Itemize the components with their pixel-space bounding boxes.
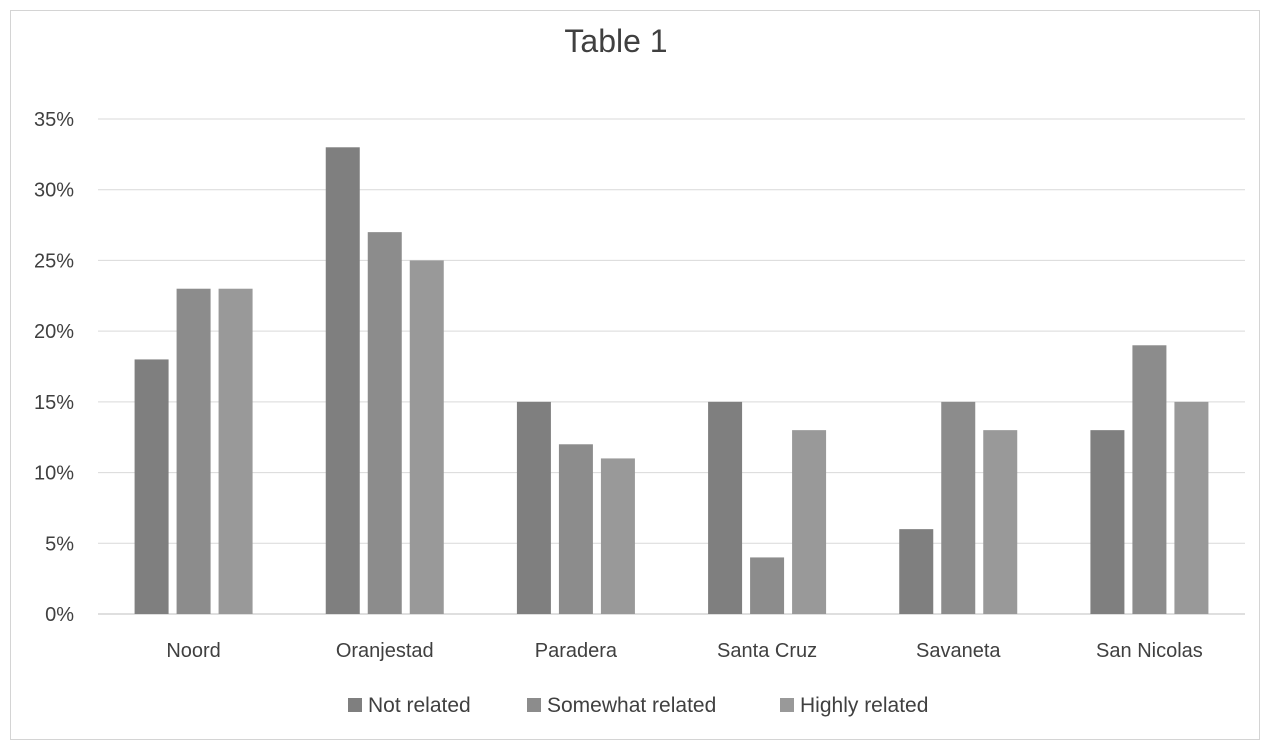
legend-label: Somewhat related [547, 694, 716, 717]
chart-title: Table 1 [564, 23, 667, 59]
legend-swatch [348, 698, 362, 712]
legend-swatch [527, 698, 541, 712]
y-tick-label: 20% [34, 321, 74, 343]
bar-oranjestad-highly-related [409, 260, 444, 614]
x-tick-label: Paradera [535, 640, 618, 662]
bar-noord-somewhat-related [176, 288, 211, 614]
x-tick-label: Oranjestad [336, 640, 434, 662]
y-tick-label: 35% [34, 109, 74, 131]
y-tick-label: 0% [45, 604, 74, 626]
bar-santa-cruz-highly-related [792, 430, 827, 614]
bar-savaneta-somewhat-related [941, 401, 976, 614]
bar-oranjestad-somewhat-related [367, 232, 402, 614]
legend-label: Not related [368, 694, 471, 717]
bar-paradera-not-related [516, 401, 551, 614]
gridlines [98, 118, 1245, 615]
y-axis-ticks: 0% 5% 10% 15% 20% 25% 30% 35% [34, 109, 74, 626]
chart-frame [10, 10, 1260, 740]
bar-santa-cruz-somewhat-related [750, 557, 785, 614]
bar-savaneta-not-related [899, 529, 934, 614]
bar-paradera-somewhat-related [558, 444, 593, 614]
bar-san-nicolas-not-related [1090, 430, 1125, 614]
legend-label: Highly related [800, 694, 928, 717]
bar-noord-not-related [134, 359, 169, 614]
legend: Not related Somewhat related Highly relate… [348, 694, 928, 717]
y-tick-label: 10% [34, 463, 74, 485]
legend-swatch [780, 698, 794, 712]
bar-noord-highly-related [218, 288, 253, 614]
bar-paradera-highly-related [600, 458, 635, 614]
x-axis-ticks: Noord Oranjestad Paradera Santa Cruz Savanet… [166, 640, 1202, 662]
bar-san-nicolas-highly-related [1174, 401, 1209, 614]
x-tick-label: Noord [166, 640, 220, 662]
y-tick-label: 5% [45, 533, 74, 555]
bar-santa-cruz-not-related [708, 401, 743, 614]
y-tick-label: 30% [34, 180, 74, 202]
bars [134, 147, 1209, 615]
bar-oranjestad-not-related [325, 147, 360, 615]
bar-savaneta-highly-related [983, 430, 1018, 614]
x-tick-label: Savaneta [916, 640, 1001, 662]
bar-san-nicolas-somewhat-related [1132, 345, 1167, 614]
y-tick-label: 25% [34, 250, 74, 272]
x-tick-label: Santa Cruz [717, 640, 817, 662]
x-tick-label: San Nicolas [1096, 640, 1203, 662]
y-tick-label: 15% [34, 392, 74, 414]
